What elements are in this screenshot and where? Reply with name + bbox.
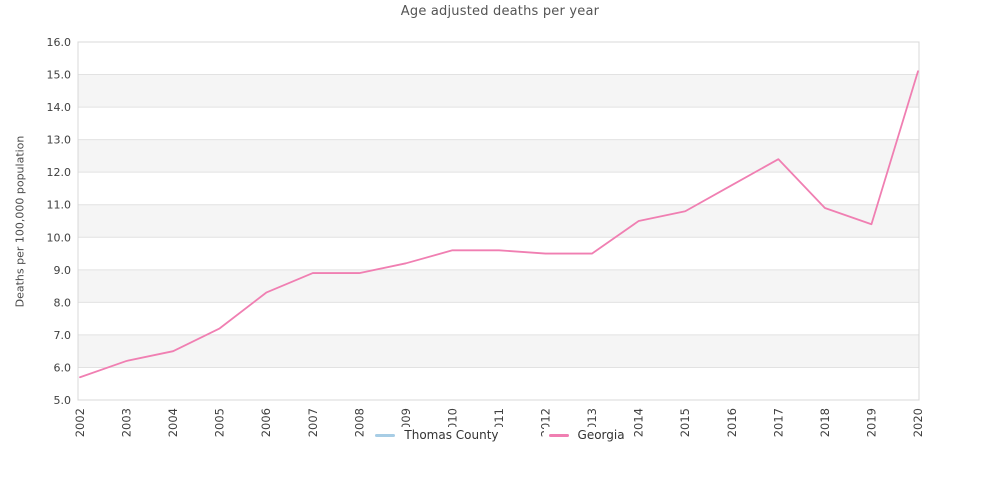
y-tick-label: 5.0	[54, 394, 72, 407]
plot-band	[78, 269, 919, 303]
y-tick-label: 13.0	[47, 134, 72, 147]
legend-swatch-georgia	[548, 433, 569, 437]
legend-label-georgia: Georgia	[577, 428, 625, 442]
y-tick-label: 14.0	[47, 101, 72, 114]
x-tick-label: 2018	[818, 408, 832, 437]
y-tick-label: 6.0	[54, 361, 72, 374]
y-tick-label: 12.0	[47, 166, 72, 179]
x-tick-label: 2014	[632, 408, 646, 437]
x-tick-labels: 2002 2003 2004 2005 2006 2007 2008 2009 2010 2011…	[73, 408, 925, 437]
y-tick-label: 11.0	[47, 199, 72, 212]
y-tick-label: 8.0	[54, 296, 72, 309]
legend: Thomas County Georgia	[0, 427, 1000, 443]
x-tick-label: 2015	[678, 408, 692, 437]
y-tick-label: 7.0	[54, 329, 72, 342]
series-line-georgia	[79, 70, 919, 379]
x-tick-label: 2019	[864, 408, 878, 437]
plot-band	[78, 139, 919, 173]
x-tick-label: 2002	[73, 408, 87, 437]
x-tick-label: 2008	[352, 408, 366, 437]
legend-item-thomas-county: Thomas County	[370, 427, 504, 443]
y-tick-label: 10.0	[47, 231, 72, 244]
x-tick-label: 2016	[725, 408, 739, 437]
x-tick-label: 2006	[259, 408, 273, 437]
x-tick-label: 2004	[166, 408, 180, 437]
plot-band	[78, 204, 919, 238]
x-tick-label: 2007	[306, 408, 320, 437]
legend-swatch-thomas-county	[375, 433, 396, 437]
y-tick-labels: 5.0 6.0 7.0 8.0 9.0 10.0 11.0 12.0 13.0 14.0 15.0 1…	[47, 36, 72, 407]
x-tick-label: 2020	[911, 408, 925, 437]
x-tick-label: 2017	[771, 408, 785, 437]
y-tick-label: 9.0	[54, 264, 72, 277]
x-tick-label: 2005	[213, 408, 227, 437]
legend-item-georgia: Georgia	[543, 427, 630, 443]
chart-title: Age adjusted deaths per year	[400, 4, 600, 19]
plot-band	[78, 74, 919, 108]
y-tick-label: 16.0	[47, 36, 72, 49]
x-tick-label: 2003	[120, 408, 134, 437]
legend-label-thomas-county: Thomas County	[404, 428, 499, 442]
plot-border	[77, 41, 920, 401]
plot-band	[78, 334, 919, 368]
plot-bands	[78, 74, 919, 368]
y-tick-label: 15.0	[47, 69, 72, 82]
